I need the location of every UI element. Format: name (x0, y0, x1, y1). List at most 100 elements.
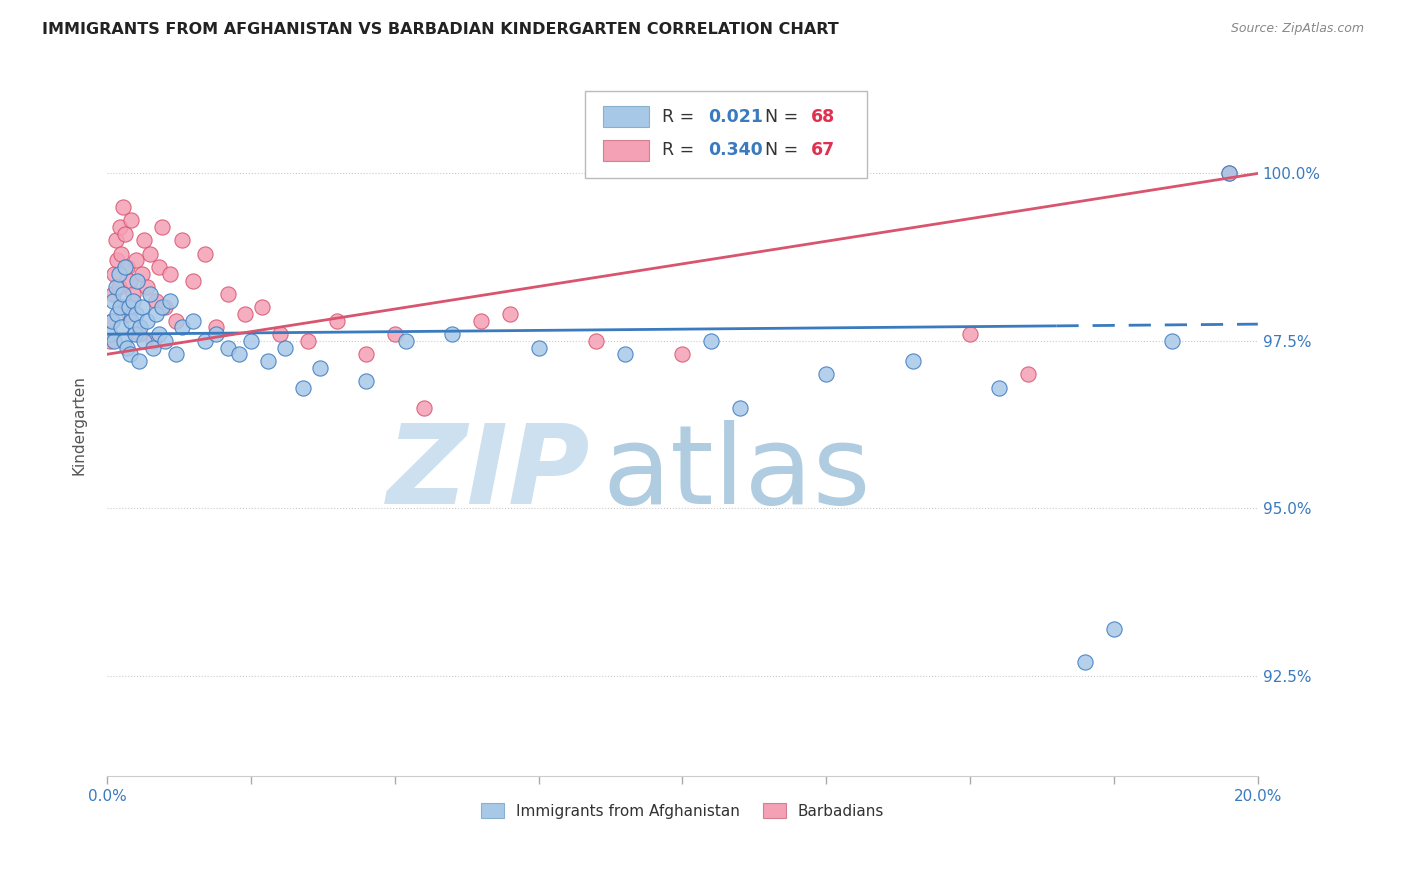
Point (148, 260, 170, 275)
Point (110, 247, 132, 261)
Point (153, 334, 176, 348)
Point (107, 267, 129, 281)
Point (134, 334, 156, 348)
Point (134, 234, 156, 248)
Point (142, 341, 165, 355)
Point (148, 327, 170, 342)
Point (120, 274, 142, 288)
Point (103, 334, 125, 348)
Point (139, 247, 162, 261)
Point (239, 334, 262, 348)
Point (104, 280, 127, 294)
Text: 68: 68 (811, 108, 835, 126)
Point (136, 314, 159, 328)
Point (115, 341, 138, 355)
Point (1017, 368, 1039, 382)
Text: 0.340: 0.340 (707, 141, 762, 160)
Point (120, 314, 142, 328)
Point (354, 374, 377, 388)
Point (150, 301, 173, 315)
Point (118, 307, 141, 321)
Point (233, 307, 256, 321)
Text: N =: N = (765, 141, 804, 160)
Point (901, 354, 924, 368)
Point (269, 327, 291, 342)
Point (309, 360, 332, 375)
Point (142, 334, 165, 348)
Point (987, 381, 1010, 395)
Point (112, 287, 135, 301)
Point (112, 334, 135, 348)
Point (585, 334, 607, 348)
Point (228, 347, 250, 361)
Point (153, 301, 176, 315)
Point (139, 287, 162, 301)
Point (194, 247, 217, 261)
FancyBboxPatch shape (603, 106, 650, 128)
Point (470, 314, 492, 328)
Point (107, 280, 129, 294)
Point (499, 307, 522, 321)
Text: 67: 67 (811, 141, 835, 160)
Point (128, 327, 150, 342)
Point (98, 334, 121, 348)
Point (412, 401, 434, 415)
Point (1074, 656, 1097, 670)
Point (1102, 622, 1125, 636)
Text: Source: ZipAtlas.com: Source: ZipAtlas.com (1230, 22, 1364, 36)
Point (131, 301, 153, 315)
Point (103, 267, 125, 281)
Point (194, 334, 217, 348)
Text: R =: R = (662, 108, 700, 126)
FancyBboxPatch shape (603, 140, 650, 161)
Point (205, 327, 228, 342)
Point (129, 320, 152, 334)
Point (1218, 166, 1240, 180)
Point (205, 320, 228, 334)
Point (441, 327, 464, 342)
Point (159, 293, 181, 308)
Point (384, 327, 406, 342)
Point (108, 219, 131, 234)
Point (122, 287, 145, 301)
Text: IMMIGRANTS FROM AFGHANISTAN VS BARBADIAN KINDERGARTEN CORRELATION CHART: IMMIGRANTS FROM AFGHANISTAN VS BARBADIAN… (42, 22, 839, 37)
Point (108, 301, 131, 315)
FancyBboxPatch shape (585, 91, 866, 178)
Point (354, 347, 377, 361)
Point (159, 267, 181, 281)
Point (124, 327, 146, 342)
Point (136, 280, 159, 294)
Point (257, 354, 280, 368)
Legend: Immigrants from Afghanistan, Barbadians: Immigrants from Afghanistan, Barbadians (475, 797, 890, 825)
Point (128, 354, 150, 368)
Text: R =: R = (662, 141, 700, 160)
Point (326, 314, 349, 328)
Point (114, 227, 136, 241)
Point (112, 200, 135, 214)
Point (183, 314, 205, 328)
Point (613, 347, 636, 361)
Point (114, 260, 136, 275)
Point (120, 347, 142, 361)
Point (101, 293, 124, 308)
Point (700, 334, 723, 348)
Point (115, 260, 138, 275)
Point (170, 320, 193, 334)
Point (110, 320, 132, 334)
Point (112, 301, 135, 315)
Point (125, 307, 148, 321)
Point (120, 213, 142, 227)
Point (122, 293, 145, 308)
Point (145, 307, 167, 321)
Point (150, 219, 173, 234)
Point (104, 234, 127, 248)
Text: N =: N = (765, 108, 804, 126)
Text: ZIP: ZIP (387, 420, 591, 527)
Point (959, 327, 981, 342)
Point (107, 307, 129, 321)
Point (131, 267, 153, 281)
Point (98, 327, 121, 342)
Point (728, 401, 751, 415)
Point (395, 334, 418, 348)
Point (815, 368, 838, 382)
